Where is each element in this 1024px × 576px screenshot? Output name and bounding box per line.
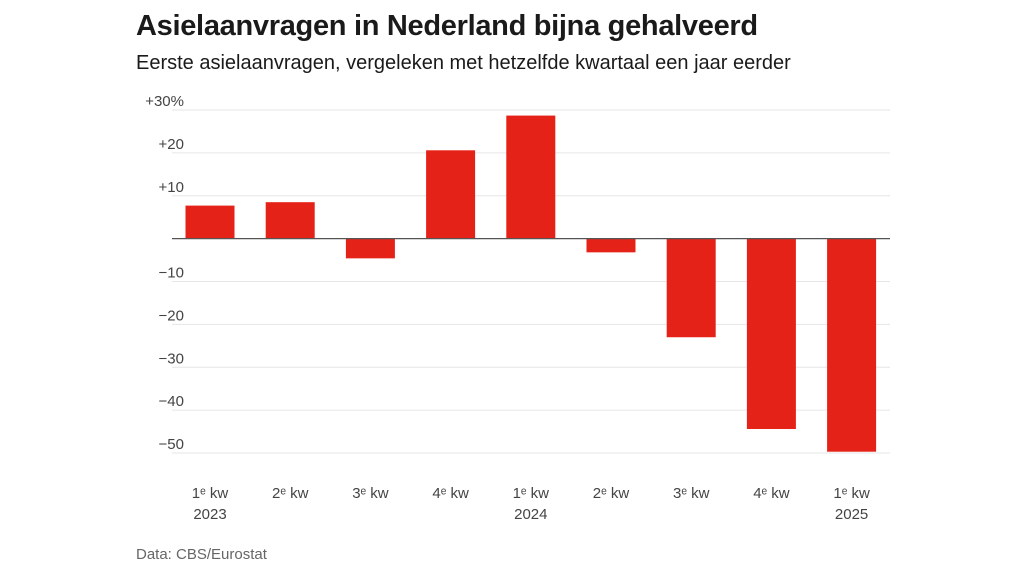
bar: [586, 238, 636, 253]
bar: [426, 150, 476, 239]
x-tick-label: 3ᵉ kw: [673, 485, 710, 502]
bar: [746, 238, 796, 429]
bar: [265, 202, 315, 239]
bar: [185, 205, 235, 239]
y-tick-label: −50: [159, 436, 184, 453]
x-tick-label: 4ᵉ kw: [753, 485, 790, 502]
y-tick-label: −40: [159, 393, 184, 410]
y-tick-label: −10: [159, 265, 184, 282]
x-tick-label: 4ᵉ kw: [432, 485, 469, 502]
x-tick-label: 1ᵉ kw: [513, 485, 550, 502]
y-tick-label: −20: [159, 307, 184, 324]
data-source: Data: CBS/Eurostat: [136, 546, 267, 563]
y-tick-label: +30%: [145, 93, 184, 110]
chart-subtitle: Eerste asielaanvragen, vergeleken met he…: [136, 52, 791, 74]
x-tick-label: 1ᵉ kw: [192, 485, 229, 502]
bar: [345, 238, 395, 259]
x-tick-label: 2ᵉ kw: [272, 485, 309, 502]
bar: [827, 238, 877, 452]
x-tick-label: 1ᵉ kw: [833, 485, 870, 502]
bar: [506, 115, 556, 239]
x-tick-year-label: 2025: [835, 506, 868, 523]
x-tick-label: 3ᵉ kw: [352, 485, 389, 502]
bar: [666, 238, 716, 338]
x-tick-year-label: 2023: [193, 506, 226, 523]
x-tick-year-label: 2024: [514, 506, 547, 523]
x-tick-label: 2ᵉ kw: [593, 485, 630, 502]
chart-title: Asielaanvragen in Nederland bijna gehalv…: [136, 10, 758, 42]
y-tick-label: +10: [159, 179, 184, 196]
y-tick-label: −30: [159, 350, 184, 367]
y-tick-label: +20: [159, 136, 184, 153]
